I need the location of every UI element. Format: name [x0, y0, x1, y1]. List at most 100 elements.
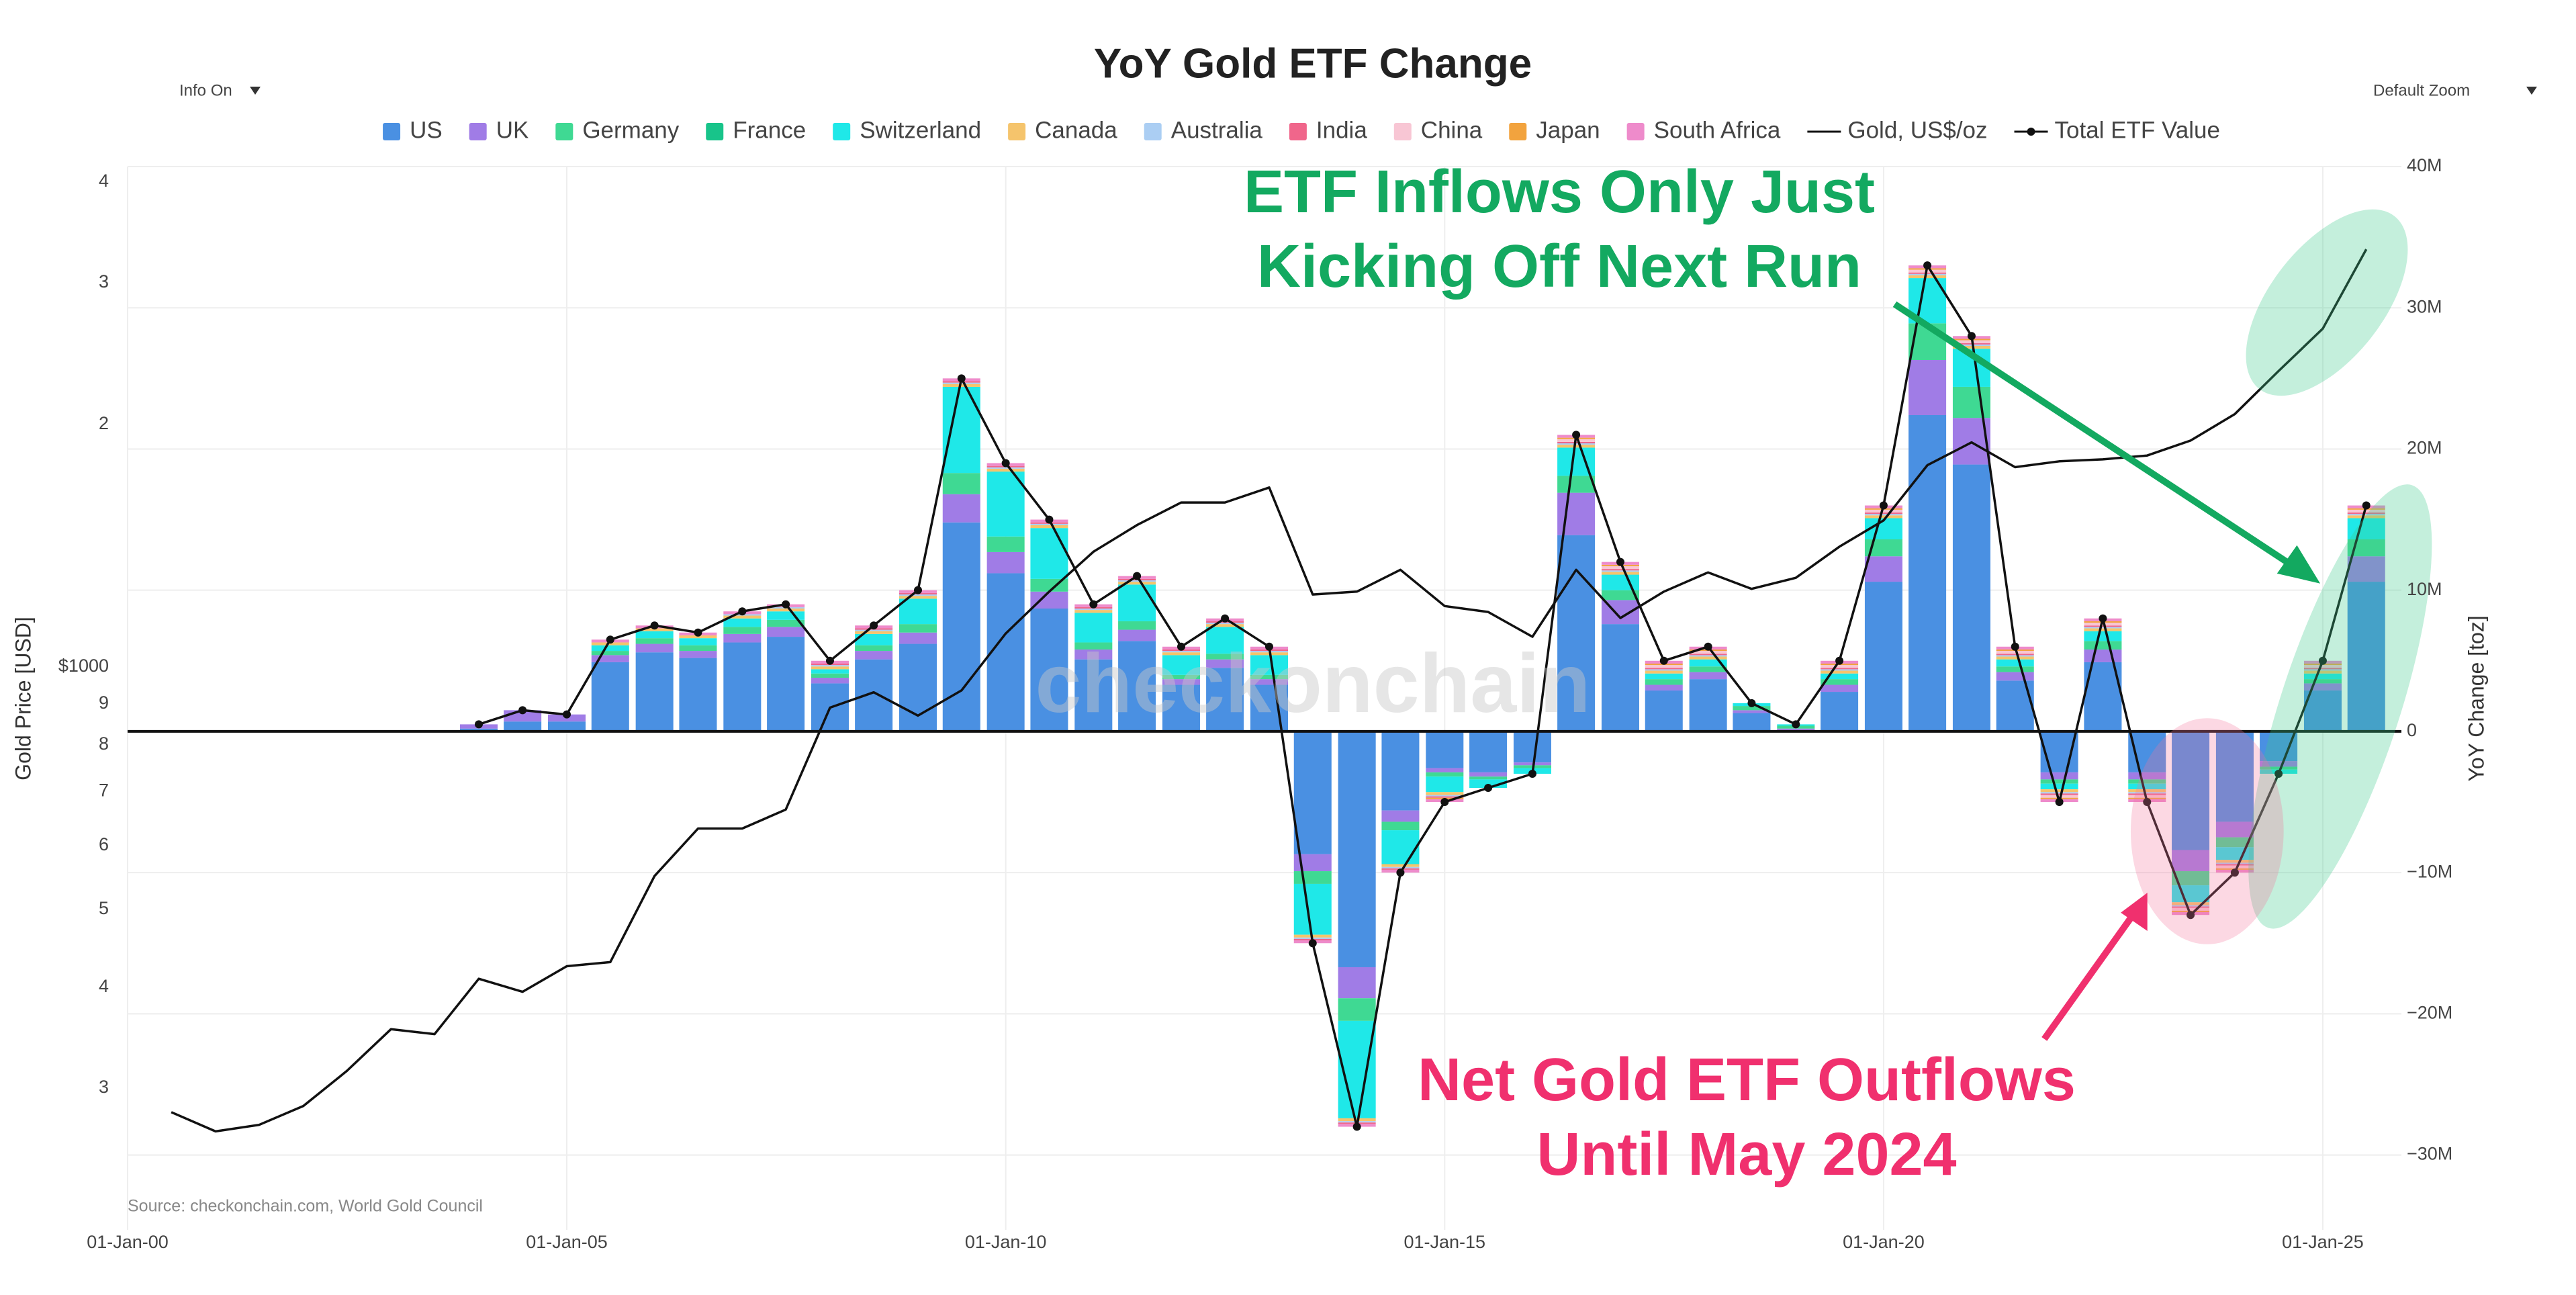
bar-segment	[2172, 906, 2210, 908]
bar-segment	[1381, 810, 1420, 822]
bar-segment	[1908, 275, 1947, 279]
zoom-select[interactable]: Default Zoom	[2373, 81, 2470, 99]
y2-tick-label: 20M	[2407, 438, 2442, 458]
y-tick-label: 8	[99, 733, 109, 754]
bar-segment	[1206, 623, 1244, 625]
bar-segment	[1426, 776, 1464, 793]
dropdown-icon[interactable]	[250, 87, 261, 95]
bar-segment	[1908, 360, 1947, 415]
bar-segment	[2172, 731, 2210, 850]
legend-swatch	[469, 123, 487, 140]
line-marker	[1089, 600, 1098, 609]
bar-segment	[811, 666, 849, 670]
bar-segment	[2347, 509, 2385, 513]
legend: US UK Germany France Switzerland Canada Austra…	[383, 117, 2220, 143]
line-marker	[606, 635, 614, 644]
bar-segment	[1601, 570, 1639, 572]
bar-segment	[2084, 628, 2122, 631]
bar-segment	[767, 611, 805, 620]
bar-segment	[1250, 679, 1288, 685]
bar-segment	[1162, 652, 1200, 656]
bar-segment	[2303, 673, 2342, 680]
bar-segment	[2347, 515, 2385, 519]
bar-segment	[1338, 731, 1376, 967]
line-marker	[474, 720, 483, 729]
bar-segment	[723, 633, 762, 643]
zoom-control[interactable]: Default Zoom	[2373, 81, 2537, 99]
bar-segment	[2347, 512, 2385, 515]
bar-segment	[1206, 668, 1244, 731]
bar-segment	[2084, 625, 2122, 627]
bar-segment	[1293, 871, 1332, 884]
y-axis-title: Gold Price [USD]	[11, 617, 35, 780]
bar-segment	[1996, 651, 2034, 654]
bar-segment	[942, 473, 980, 494]
chart-title: YoY Gold ETF Change	[1094, 40, 1532, 87]
line-marker	[738, 607, 747, 616]
line-marker	[870, 621, 878, 630]
line-marker	[1264, 642, 1273, 651]
bar-segment	[2215, 862, 2254, 864]
annotation-text: Net Gold ETF Outflows	[1418, 1046, 2076, 1114]
bar-segment	[591, 662, 629, 731]
bar-segment	[723, 627, 762, 634]
bar-segment	[459, 728, 498, 731]
info-control[interactable]: Info On	[179, 81, 261, 99]
dropdown-icon[interactable]	[2526, 87, 2537, 95]
arrow-head	[2276, 545, 2321, 584]
line-marker	[1528, 769, 1536, 778]
bar-segment	[2172, 905, 2210, 907]
bar-segment	[1777, 728, 1815, 730]
bar-segment	[679, 658, 717, 731]
y-tick-label: 3	[99, 271, 109, 292]
bar-segment	[899, 598, 937, 625]
bar-segment	[1733, 710, 1771, 713]
bar-segment	[1733, 706, 1771, 711]
legend-swatch	[706, 123, 724, 140]
bar-segment	[1952, 344, 1990, 346]
line-series	[478, 264, 2368, 1128]
bar-segment	[2128, 772, 2166, 780]
bar-segment	[986, 573, 1025, 731]
bar-segment	[2040, 793, 2078, 795]
bar-segment	[1821, 669, 1859, 671]
bar-segment	[2215, 821, 2254, 838]
bar-segment	[679, 635, 717, 639]
line-marker	[2318, 656, 2327, 665]
bar-segment	[1733, 713, 1771, 731]
bar-segment	[811, 669, 849, 674]
bar-segment	[2347, 518, 2385, 539]
bar-segment	[2084, 631, 2122, 641]
bar-segment	[1513, 762, 1551, 766]
legend-label: Germany	[582, 117, 679, 143]
bar-segment	[855, 629, 893, 631]
bar-segment	[855, 651, 893, 660]
bar-segment	[2128, 792, 2166, 794]
bar-segment	[1821, 668, 1859, 670]
bar-segment	[899, 596, 937, 599]
bar-segment	[1469, 731, 1508, 772]
legend-label: Total ETF Value	[2055, 117, 2220, 143]
annotation-text: Until May 2024	[1536, 1121, 1956, 1188]
highlight-ellipse	[2248, 484, 2432, 929]
bar-segment	[1557, 476, 1596, 493]
bar-segment	[2040, 792, 2078, 794]
line-marker	[694, 628, 702, 637]
legend-label: France	[733, 117, 806, 143]
legend-label: UK	[496, 117, 529, 143]
bar-segment	[1645, 690, 1683, 731]
arrow-head	[2121, 893, 2148, 931]
source-note: Source: checkonchain.com, World Gold Cou…	[128, 1197, 483, 1216]
y2-tick-label: 40M	[2407, 155, 2442, 175]
line-marker	[957, 374, 966, 383]
bar-segment	[2303, 670, 2342, 674]
bar-segment	[1864, 582, 1902, 731]
bar-segment	[1689, 655, 1727, 657]
annotation-text: Kicking Off Next Run	[1257, 233, 1861, 300]
bar-segment	[1074, 610, 1113, 613]
bar-segment	[2084, 623, 2122, 626]
bar-segment	[1162, 674, 1200, 680]
line-marker	[913, 586, 922, 594]
bar-segment	[1601, 624, 1639, 731]
info-toggle[interactable]: Info On	[179, 81, 232, 99]
